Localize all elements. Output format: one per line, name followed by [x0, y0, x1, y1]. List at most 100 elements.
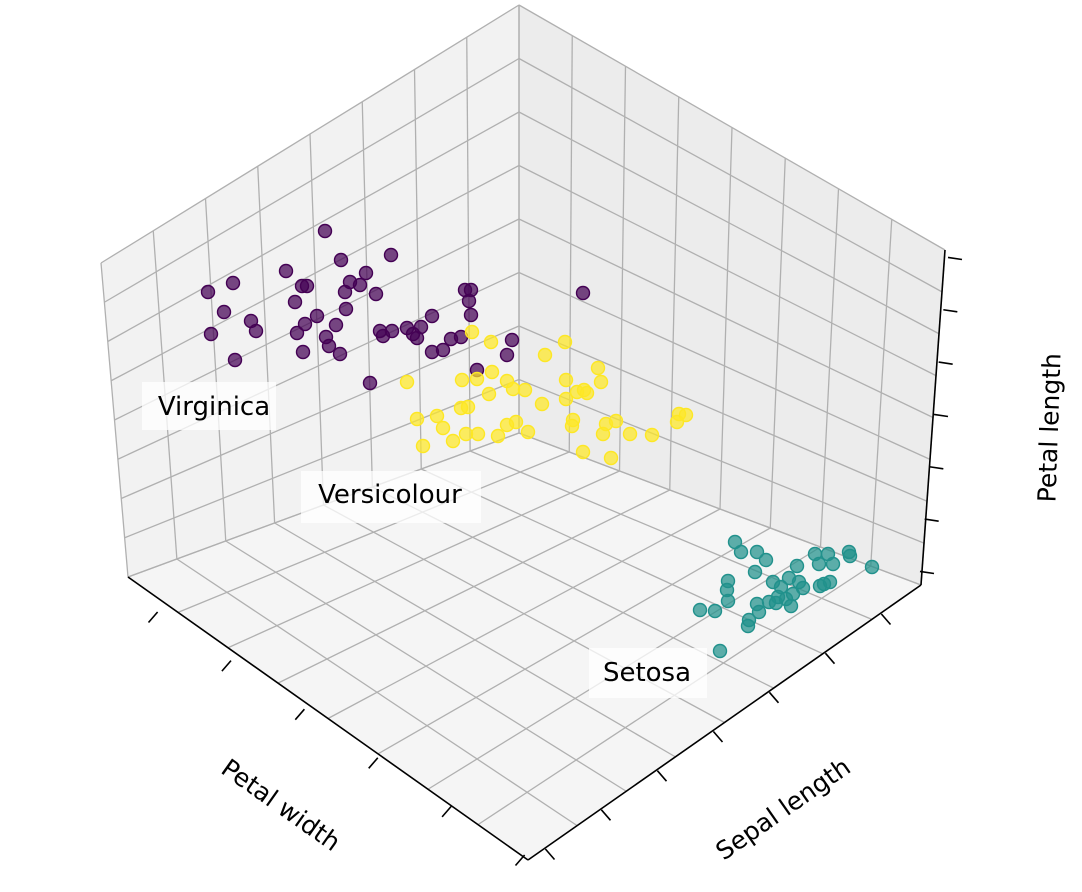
data-point [864, 559, 880, 575]
data-point [415, 438, 431, 454]
data-point [409, 411, 425, 427]
data-point [337, 284, 353, 300]
petal-length-tick [938, 361, 953, 365]
data-point [825, 556, 841, 572]
data-point [227, 352, 243, 368]
data-point [590, 360, 606, 376]
cluster-label-versicolour: Versicolour [301, 471, 481, 523]
data-point [358, 265, 374, 281]
data-point [200, 284, 216, 300]
data-point [383, 247, 399, 263]
data-point [751, 604, 767, 620]
data-point [338, 301, 354, 317]
axis-ticks [147, 256, 963, 867]
sepal-length-tick [544, 848, 556, 861]
left-pane-grid-line [466, 37, 471, 452]
data-point [575, 285, 591, 301]
label-box [301, 471, 481, 523]
data-point [822, 574, 838, 590]
z-axis-title: Petal length [1032, 353, 1066, 503]
right-pane-grid-line [518, 218, 934, 419]
label-text: Versicolour [318, 480, 462, 510]
data-point [608, 413, 624, 429]
data-point [399, 374, 415, 390]
data-point [789, 558, 805, 574]
sepal-length-axis-line [527, 584, 922, 861]
petal-length-axis-line [920, 249, 946, 586]
data-point [203, 326, 219, 342]
data-point [579, 385, 595, 401]
data-point [460, 399, 476, 415]
petal-width-tick [221, 660, 232, 672]
data-point [622, 426, 638, 442]
data-point [484, 364, 500, 380]
cluster-label-virginica: Virginica [142, 382, 276, 430]
data-point [520, 424, 536, 440]
data-point [297, 316, 313, 332]
data-point [321, 338, 337, 354]
y-axis-title: Sepal length [710, 752, 855, 866]
x-axis-title: Petal width [216, 753, 346, 857]
data-point [317, 223, 333, 239]
data-point [435, 342, 451, 358]
data-point [773, 579, 789, 595]
data-point [508, 414, 524, 430]
data-point [692, 602, 708, 618]
data-point [362, 375, 378, 391]
data-point [575, 444, 591, 460]
data-point [499, 347, 515, 363]
petal-length-tick [929, 465, 944, 470]
left-pane-grid-line [104, 57, 520, 303]
data-point [278, 263, 294, 279]
petal-length-tick [919, 570, 935, 575]
data-point [458, 426, 474, 442]
data-point [558, 372, 574, 388]
data-point [481, 386, 497, 402]
sepal-length-tick [768, 691, 780, 704]
data-point [435, 420, 451, 436]
setosa-points [692, 534, 880, 659]
data-point [707, 603, 723, 619]
data-point [644, 427, 660, 443]
right-pane-grid-line [870, 219, 893, 567]
petal-width-tick [514, 854, 526, 867]
data-point [603, 450, 619, 466]
left-pane-grid-line [361, 101, 374, 488]
data-point [712, 643, 728, 659]
data-points [200, 223, 880, 659]
sepal-length-tick [712, 730, 724, 743]
data-point [720, 593, 736, 609]
data-point [558, 391, 574, 407]
data-point [490, 428, 506, 444]
sepal-length-tick [656, 770, 668, 782]
data-point [483, 334, 499, 350]
data-point [299, 278, 315, 294]
data-point [557, 334, 573, 350]
sepal-length-tick [880, 613, 892, 626]
data-point [454, 372, 470, 388]
petal-width-tick [368, 757, 379, 769]
data-point [747, 564, 763, 580]
petal-width-axis-line [127, 576, 529, 861]
data-point [504, 332, 520, 348]
data-point [332, 346, 348, 362]
data-point [537, 347, 553, 363]
data-point [564, 418, 580, 434]
petal-width-tick [294, 708, 306, 721]
right-pane-grid-line [518, 111, 940, 335]
data-point [740, 618, 756, 634]
data-point [505, 381, 521, 397]
petal-length-tick [933, 413, 949, 418]
data-point [795, 580, 811, 596]
data-point [352, 277, 368, 293]
sepal-length-tick [600, 809, 612, 821]
data-point [811, 556, 827, 572]
left-pane-grid-line [110, 164, 520, 382]
data-point [470, 426, 486, 442]
right-back-pane [519, 5, 945, 585]
petal-length-tick [924, 518, 939, 522]
label-text: Setosa [603, 658, 691, 688]
cluster-label-setosa: Setosa [589, 648, 707, 698]
petal-length-tick [947, 256, 963, 261]
data-point [517, 382, 533, 398]
